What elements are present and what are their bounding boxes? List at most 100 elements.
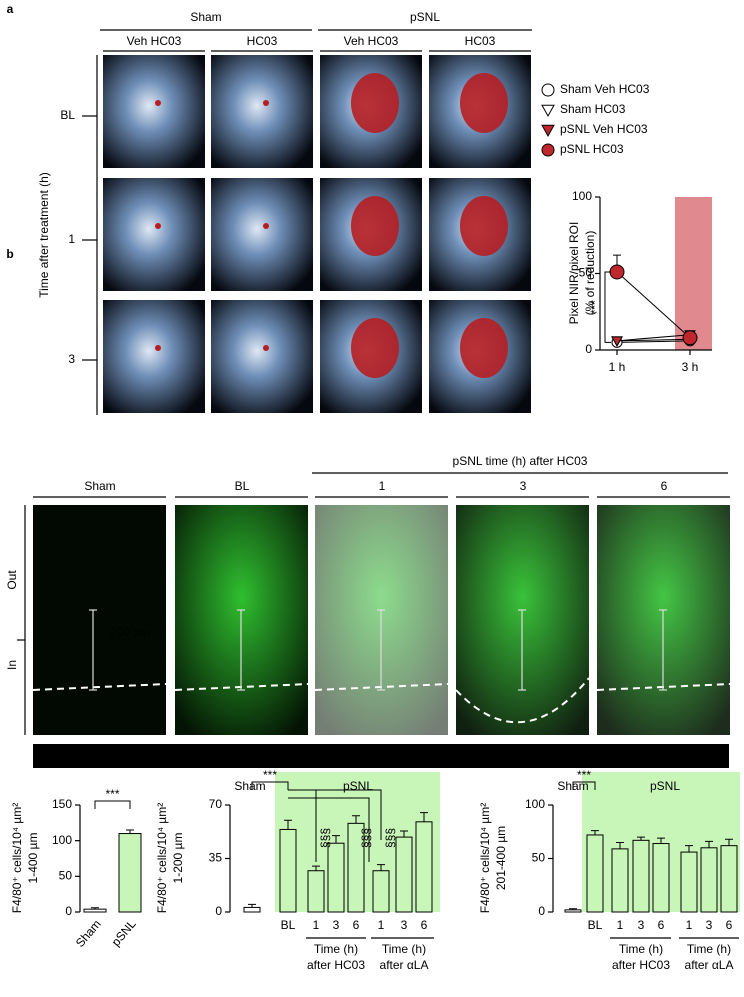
nir-signal [155, 100, 161, 106]
stain-bar [33, 744, 729, 768]
column-header: Veh HC03 [344, 34, 399, 48]
significance: *** [577, 768, 591, 782]
column-header: 1 [379, 479, 386, 493]
legend-marker [541, 83, 555, 97]
x-tick-label: 3 [401, 918, 408, 932]
error-bar [91, 907, 99, 910]
nir-signal [263, 100, 269, 106]
significance-bracket [572, 781, 596, 790]
significance: *** [105, 787, 119, 801]
x-tick-label: pSNL [109, 917, 139, 949]
significance: §§§ [318, 828, 332, 848]
error-bar [591, 830, 599, 835]
group-sublabel: Time (h) [687, 942, 731, 956]
x-tick-label: 3 [706, 918, 713, 932]
legend-marker [541, 124, 555, 138]
column-header: 3 [520, 479, 527, 493]
y-axis-label: Pixel NIR/pixel ROI [567, 222, 581, 325]
bar [279, 828, 297, 913]
legend-label: Sham Veh HC03 [560, 82, 650, 96]
group-header: pSNL [410, 10, 440, 24]
layer-label: Out [5, 570, 19, 590]
row-label: 1 [68, 232, 75, 246]
nir-image [211, 55, 313, 168]
panel-label: a [7, 2, 14, 16]
y-tick-label: 100 [572, 189, 592, 203]
group-sublabel: after αLA [685, 958, 734, 972]
nir-signal [460, 73, 508, 133]
stain-label: F4/80 [366, 748, 397, 762]
x-tick-label: 3 h [682, 360, 699, 374]
nir-signal [155, 345, 161, 351]
y-tick-label: 50 [59, 869, 73, 883]
y-tick-label: 0 [538, 904, 545, 918]
error-bar [352, 815, 360, 824]
x-tick-label: 1 h [609, 360, 626, 374]
error-bar [725, 838, 733, 846]
series-line [616, 340, 691, 343]
significance-bracket [251, 781, 289, 790]
error-bar [377, 864, 385, 871]
point [682, 330, 698, 346]
bar [243, 906, 261, 913]
y-tick-label: 0 [585, 342, 592, 356]
bar [586, 834, 604, 913]
bar [720, 845, 738, 913]
error-bar [312, 865, 320, 871]
column-header: Veh HC03 [127, 34, 182, 48]
bar [395, 836, 413, 913]
y-tick-label: 150 [52, 797, 72, 811]
y-tick-label: 0 [215, 904, 222, 918]
y-axis-label: 1-400 µm [26, 833, 40, 884]
legend-label: pSNL Veh HC03 [560, 122, 648, 136]
bar [632, 839, 650, 913]
nir-signal [155, 223, 161, 229]
error-bar [616, 841, 624, 849]
layer-label: In [5, 660, 19, 670]
x-tick-label: 1 [686, 918, 693, 932]
x-tick-label: 1 [313, 918, 320, 932]
nir-image [103, 300, 205, 413]
error-bar [400, 830, 408, 838]
error-bar [569, 908, 577, 910]
point [611, 336, 623, 347]
bar [415, 821, 433, 913]
significance: §§§ [383, 828, 397, 848]
error-bar [420, 812, 428, 822]
x-tick-label: 3 [638, 918, 645, 932]
bar [327, 842, 345, 913]
y-axis-label: (% of reduction) [583, 231, 597, 316]
y-tick-label: 70 [209, 797, 223, 811]
x-tick-label: 1 [617, 918, 624, 932]
bar [652, 843, 670, 913]
bar [611, 848, 629, 913]
bar [700, 847, 718, 913]
boundary [32, 683, 167, 691]
nir-signal [460, 318, 508, 378]
scale-label: 200 µm [110, 625, 150, 639]
legend-marker [541, 143, 555, 157]
x-tick-label: BL [281, 918, 296, 932]
x-tick-label: 6 [353, 918, 360, 932]
series-line [616, 334, 691, 342]
x-tick-label: 6 [726, 918, 733, 932]
significance: *** [588, 300, 602, 314]
group-sublabel: after HC03 [612, 958, 670, 972]
group-sublabel: Time (h) [382, 942, 426, 956]
group-sublabel: after HC03 [307, 958, 365, 972]
significance: §§§ [359, 828, 373, 848]
nir-image [211, 178, 313, 291]
highlight [675, 197, 712, 350]
column-header: Sham [84, 479, 115, 493]
y-axis-label: 201-400 µm [494, 826, 508, 890]
y-tick-label: 50 [532, 851, 546, 865]
nir-signal [460, 196, 508, 256]
group-label: Sham [234, 779, 265, 793]
micrograph [33, 505, 166, 735]
nir-image [103, 178, 205, 291]
y-tick-label: 35 [209, 851, 223, 865]
error-bar [332, 835, 340, 844]
nir-signal [263, 223, 269, 229]
nir-signal [351, 318, 399, 378]
